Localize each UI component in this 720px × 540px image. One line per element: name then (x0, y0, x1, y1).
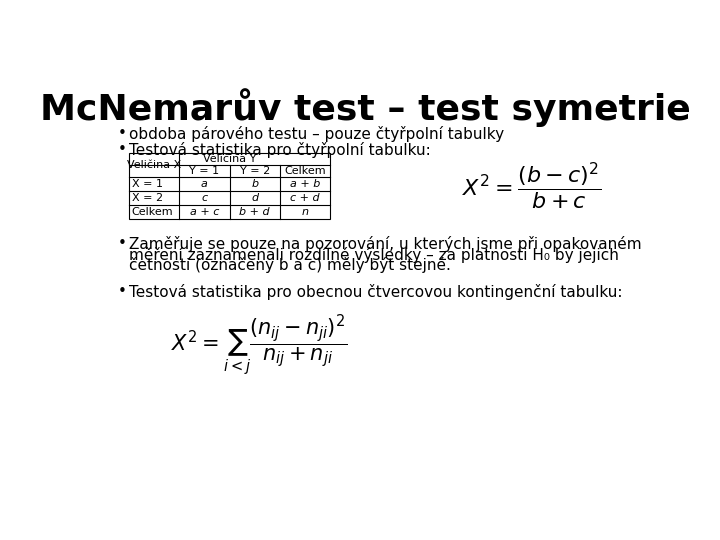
Text: c: c (202, 193, 207, 203)
Text: $X^2 = \sum_{i<j} \dfrac{(n_{ij} - n_{ji})^2}{n_{ij} + n_{ji}}$: $X^2 = \sum_{i<j} \dfrac{(n_{ij} - n_{ji… (171, 313, 348, 378)
Text: četnosti (označeny b a c) měly být stejné.: četnosti (označeny b a c) měly být stejn… (129, 257, 451, 273)
Text: Celkem: Celkem (284, 166, 326, 176)
Text: •: • (118, 236, 127, 251)
Text: měření zaznamenali rozdílné výsledky – za platnosti H₀ by jejich: měření zaznamenali rozdílné výsledky – z… (129, 247, 618, 262)
Text: Celkem: Celkem (132, 207, 174, 217)
Bar (129, 153, 330, 219)
Text: $X^2 = \dfrac{(b-c)^2}{b+c}$: $X^2 = \dfrac{(b-c)^2}{b+c}$ (462, 161, 601, 212)
Text: b + d: b + d (239, 207, 270, 217)
Text: a: a (201, 179, 208, 189)
Text: Zaměřuje se pouze na pozorování, u kterých jsme při opakovaném: Zaměřuje se pouze na pozorování, u který… (129, 236, 642, 252)
Text: d: d (251, 193, 258, 203)
Text: c + d: c + d (290, 193, 320, 203)
Text: X = 1: X = 1 (132, 179, 163, 189)
Text: Testová statistika pro obecnou čtvercovou kontingenční tabulku:: Testová statistika pro obecnou čtvercovo… (129, 284, 622, 300)
Text: Testová statistika pro čtyřpolní tabulku:: Testová statistika pro čtyřpolní tabulku… (129, 142, 431, 158)
Text: Y = 2: Y = 2 (240, 166, 270, 176)
Text: obdoba párového testu – pouze čtyřpolní tabulky: obdoba párového testu – pouze čtyřpolní … (129, 126, 504, 143)
Text: Veličina Y: Veličina Y (203, 154, 256, 164)
Text: McNemarův test – test symetrie: McNemarův test – test symetrie (40, 88, 690, 127)
Text: n: n (302, 207, 309, 217)
Text: b: b (251, 179, 258, 189)
Text: Veličina X: Veličina X (127, 160, 181, 170)
Text: •: • (118, 142, 127, 157)
Text: •: • (118, 126, 127, 141)
Text: X = 2: X = 2 (132, 193, 163, 203)
Text: •: • (118, 284, 127, 299)
Text: a + c: a + c (189, 207, 219, 217)
Text: a + b: a + b (290, 179, 320, 189)
Text: Y = 1: Y = 1 (189, 166, 220, 176)
